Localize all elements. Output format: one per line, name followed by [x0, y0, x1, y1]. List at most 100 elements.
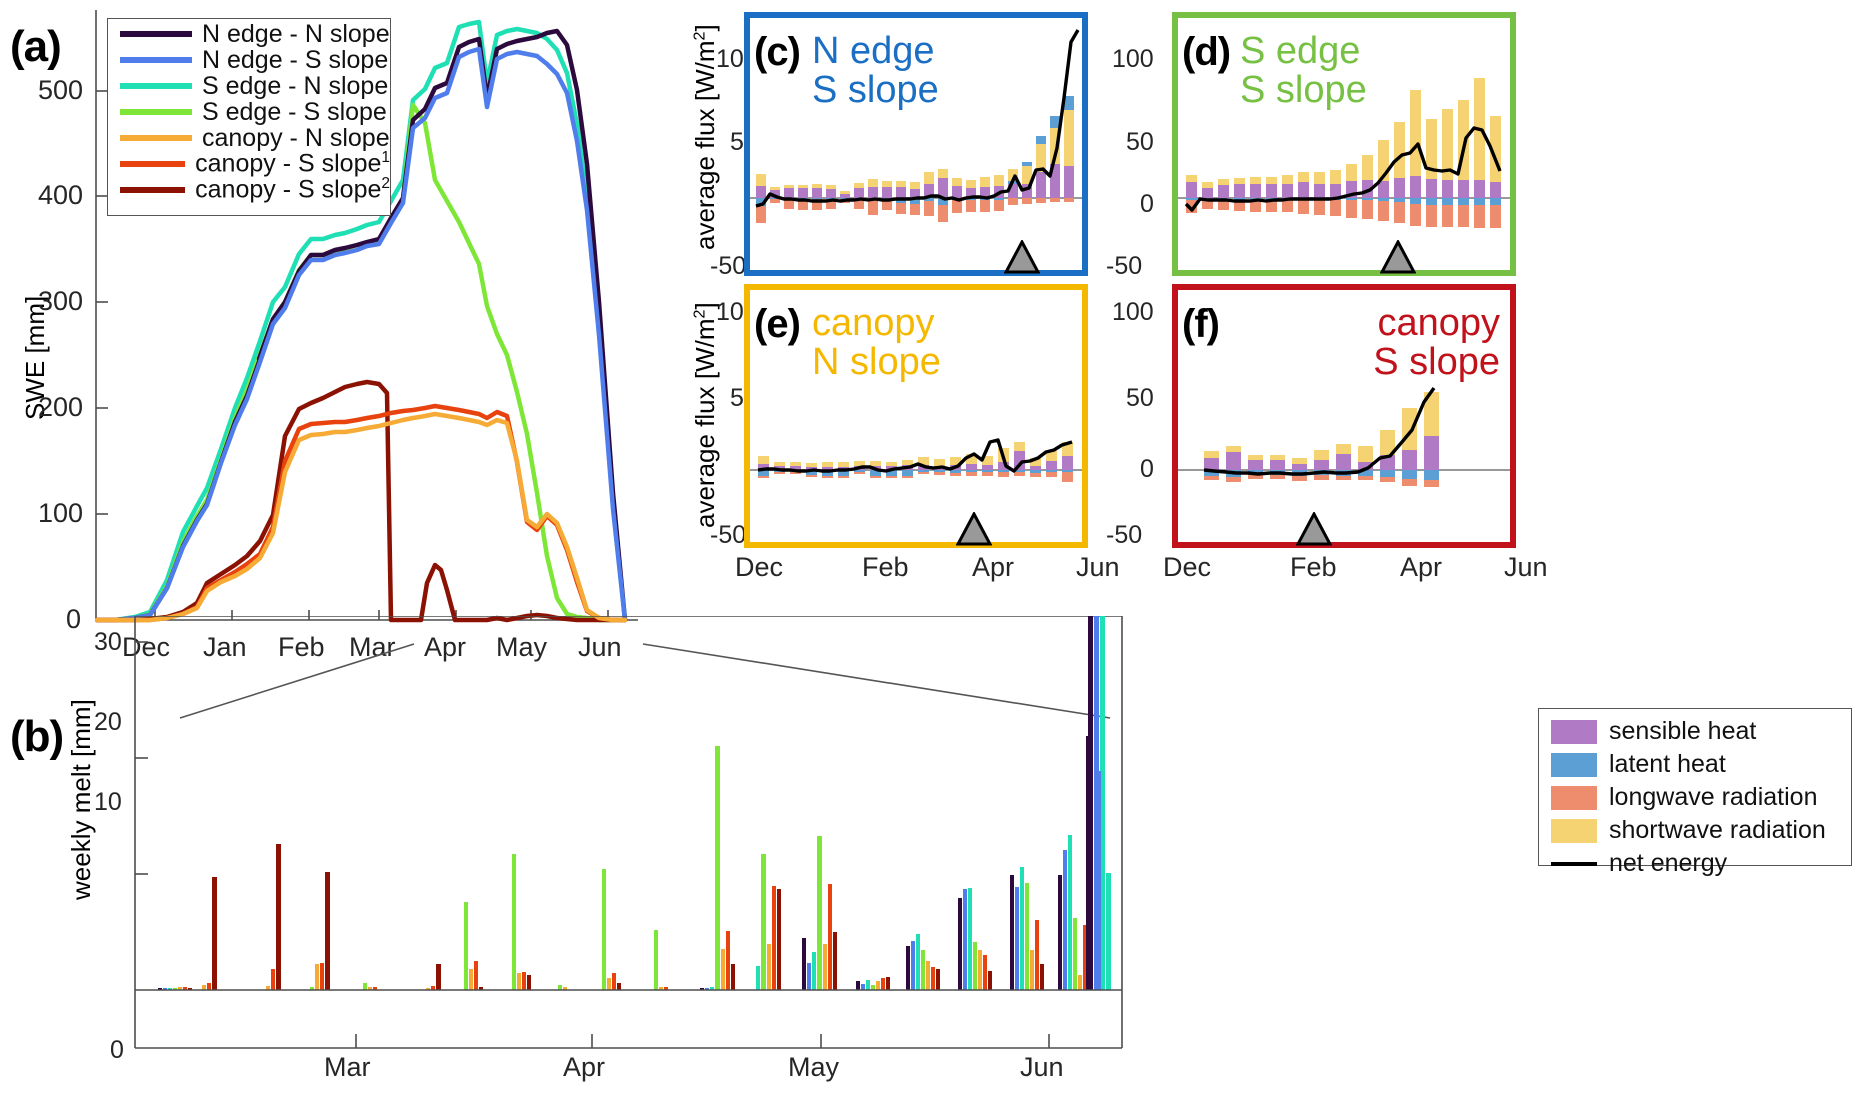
legend-superscript: 2	[381, 175, 390, 193]
panel-f-ytick-100: 100	[1112, 298, 1154, 326]
legend-line-canopy-n-slope	[120, 135, 192, 141]
panel-a-ytick-100: 100	[38, 498, 84, 528]
flux-legend-item[interactable]: shortwave radiation	[1539, 814, 1851, 847]
panel-c-ytick-n50: -50	[710, 252, 747, 280]
panel-c-label: (c)	[754, 30, 801, 74]
panel-a-xtick-apr: Apr	[424, 632, 467, 662]
panel-e-title-line2: N slope	[812, 340, 941, 383]
panel-f-ytick-0: 0	[1140, 455, 1154, 483]
panel-d-bars	[1186, 78, 1501, 228]
panel-b-xtick-jun: Jun	[1020, 1052, 1064, 1082]
panel-a-ytick-400: 400	[38, 180, 84, 210]
panel-d-plot	[1178, 78, 1510, 228]
panel-d-melt-onset-marker	[1380, 240, 1416, 274]
panel-e-xtick-dec: Dec	[735, 552, 784, 582]
panel-e-ylabel: average flux [W/m2]	[690, 302, 720, 528]
panel-e-ylabel-superscript: 2	[690, 309, 709, 319]
series-canopy-n-slope	[95, 411, 628, 623]
flux-legend-label: sensible heat	[1609, 717, 1757, 745]
panel-a-xtick-dec: Dec	[122, 632, 171, 662]
panel-e-title: canopy N slope	[812, 304, 941, 382]
flux-legend-label: longwave radiation	[1609, 783, 1818, 811]
legend-line-canopy-s-slope-2	[120, 187, 186, 193]
panel-e-title-line1: canopy	[812, 302, 935, 344]
panel-f: canopy S slope (f)	[1172, 284, 1516, 548]
series-canopy-s-slope-2	[95, 379, 628, 623]
panel-e-melt-onset-marker	[956, 512, 992, 546]
panel-d-ytick-0: 0	[1140, 190, 1154, 218]
flux-legend: sensible heat latent heat longwave radia…	[1538, 708, 1852, 877]
legend-label: S edge - S slope	[202, 97, 387, 126]
panel-c-title-line2: S slope	[812, 68, 939, 111]
series-n-edge-s-slope	[95, 46, 628, 623]
legend-line-s-edge-s-slope	[120, 109, 192, 115]
panel-f-xtick-dec: Dec	[1163, 552, 1212, 582]
panel-b-ytick-10: 10	[94, 788, 122, 816]
legend-item[interactable]: canopy - S slope2	[108, 175, 390, 204]
panel-a-xtick-may: May	[496, 632, 548, 662]
zoom-connector	[179, 643, 1111, 719]
panel-c-net-energy-line	[755, 29, 1080, 208]
legend-item[interactable]: canopy - S slope1	[108, 149, 390, 178]
panel-a-ytick-300: 300	[38, 286, 84, 316]
flux-legend-label: shortwave radiation	[1609, 816, 1826, 844]
legend-label: canopy - N slope	[202, 123, 390, 152]
legend-item[interactable]: N edge - N slope	[108, 20, 390, 48]
panel-a-xtick-feb: Feb	[278, 632, 325, 662]
flux-legend-item[interactable]: latent heat	[1539, 748, 1851, 781]
panel-a-ytick-500: 500	[38, 75, 84, 105]
legend-line-n-edge-n-slope	[120, 31, 192, 37]
panel-c: N edge S slope (c)	[744, 12, 1088, 276]
panel-b-ylabel: weekly melt [mm]	[66, 699, 96, 900]
series-s-edge-n-slope	[95, 19, 628, 623]
legend-label: S edge - N slope	[202, 71, 389, 100]
panel-f-ytick-50: 50	[1126, 384, 1154, 412]
legend-item[interactable]: S edge - N slope	[108, 71, 390, 100]
panel-d: S edge S slope (d)	[1172, 12, 1516, 276]
panel-f-xtick-apr: Apr	[1400, 552, 1443, 582]
swatch-shortwave-radiation	[1551, 818, 1597, 843]
panel-a-ytick-200: 200	[38, 392, 84, 422]
legend-label: canopy - S slope1	[195, 149, 390, 178]
panel-c-melt-onset-marker	[1004, 240, 1040, 274]
panel-e-xtick-apr: Apr	[972, 552, 1015, 582]
panel-a-legend: N edge - N slope N edge - S slope S edge…	[107, 18, 391, 216]
flux-legend-item-net-energy[interactable]: net energy	[1539, 847, 1851, 880]
panel-a-xtick-jun: Jun	[578, 632, 622, 662]
panel-c-title-line1: N edge	[812, 30, 935, 72]
legend-item[interactable]: canopy - N slope	[108, 123, 390, 152]
panel-c-bars	[756, 96, 1074, 223]
panel-e: canopy N slope (e)	[744, 284, 1088, 548]
panel-b-ytick-20: 20	[94, 708, 122, 736]
panel-d-title: S edge S slope	[1240, 32, 1367, 110]
panel-a-plot	[95, 10, 638, 623]
panel-b-xtick-may: May	[788, 1052, 840, 1082]
panel-f-xtick-jun: Jun	[1504, 552, 1548, 582]
legend-item[interactable]: S edge - S slope	[108, 97, 390, 126]
panel-f-label: (f)	[1182, 302, 1220, 346]
panel-f-melt-onset-marker	[1296, 512, 1332, 546]
panel-b-bars	[158, 616, 1111, 990]
panel-a-series	[95, 19, 628, 623]
flux-legend-item[interactable]: sensible heat	[1539, 715, 1851, 748]
swatch-latent-heat	[1551, 752, 1597, 777]
panel-f-plot	[1178, 387, 1510, 487]
legend-line-s-edge-n-slope	[120, 83, 192, 89]
panel-d-title-line2: S slope	[1240, 68, 1367, 111]
panel-d-title-line1: S edge	[1240, 30, 1361, 72]
panel-b-axes	[134, 616, 1123, 1049]
panel-a-xtick-jan: Jan	[203, 632, 247, 662]
legend-item[interactable]: N edge - S slope	[108, 45, 390, 74]
panel-b-plot	[134, 616, 1123, 1049]
panel-b-ytick-0: 0	[110, 1036, 124, 1064]
panel-a-ytick-0: 0	[66, 604, 82, 634]
flux-legend-item[interactable]: longwave radiation	[1539, 781, 1851, 814]
swatch-longwave-radiation	[1551, 785, 1597, 810]
panel-e-xtick-feb: Feb	[862, 552, 909, 582]
panel-b-label: (b)	[10, 712, 64, 761]
panel-d-label: (d)	[1182, 30, 1231, 74]
panel-b-ylabel-wrap: weekly melt [mm]	[66, 699, 96, 930]
panel-f-title-line2: S slope	[1373, 340, 1500, 383]
panel-e-ytick-n50: -50	[710, 521, 747, 549]
legend-label: N edge - S slope	[202, 45, 389, 74]
